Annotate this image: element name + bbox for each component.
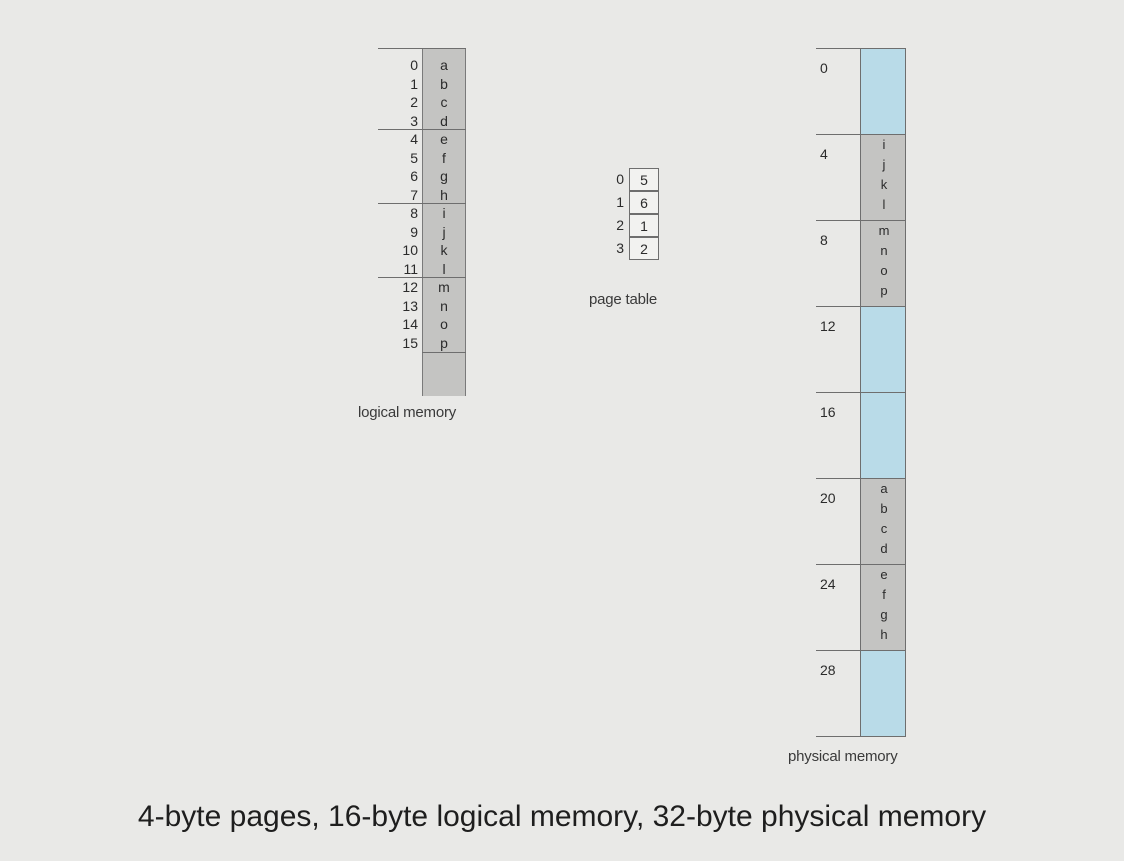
physical-value: a [880,481,888,496]
logical-index: 4 [410,131,418,147]
page-table-index: 0 [616,171,624,187]
logical-index: 5 [410,149,418,166]
physical-value: b [880,501,888,516]
page-table-entry: 1 [629,214,659,237]
logical-value: k [440,242,448,258]
logical-value: n [440,297,448,314]
page-table-entry: 2 [629,237,659,260]
logical-value: l [442,260,446,277]
logical-value: b [440,75,448,92]
physical-frame [860,306,906,392]
physical-address: 16 [820,404,836,420]
logical-value: g [440,168,448,184]
page-boundary-line [378,277,466,278]
physical-value: l [882,197,886,212]
physical-address: 4 [820,146,828,162]
logical-index: 10 [402,242,418,258]
logical-value: j [442,223,446,240]
frame-boundary-line [816,650,906,651]
physical-value: p [880,283,888,298]
logical-memory-index-column: 0 1 2 3 4 5 6 7 8 9 10 11 12 13 14 15 [378,48,422,396]
logical-value: d [440,112,448,129]
physical-value: g [880,607,888,622]
physical-frame [860,48,906,134]
logical-index: 2 [410,94,418,110]
page-table-index: 3 [616,240,624,256]
logical-index: 11 [403,260,418,277]
logical-index: 13 [402,297,418,314]
frame-boundary-line [816,392,906,393]
physical-value: c [880,521,888,536]
frame-boundary-line [816,306,906,307]
physical-value: d [880,541,888,556]
logical-value: p [440,334,448,351]
physical-address: 24 [820,576,836,592]
logical-value: m [438,279,450,295]
physical-value: h [880,627,888,642]
logical-value: f [442,149,446,166]
logical-index: 1 [410,75,418,92]
frame-boundary-line [816,220,906,221]
logical-value: c [440,94,448,110]
frame-boundary-line [816,134,906,135]
physical-value: n [880,243,888,258]
physical-value: f [882,587,886,602]
page-table-index: 2 [616,217,624,233]
physical-frame [860,650,906,736]
physical-address: 20 [820,490,836,506]
page-table-entry: 6 [629,191,659,214]
frame-boundary-line [816,736,906,737]
physical-address: 0 [820,60,828,76]
frame-boundary-line [816,564,906,565]
logical-index: 9 [410,223,418,240]
logical-index: 6 [410,168,418,184]
physical-value: o [880,263,888,278]
frame-boundary-line [816,48,906,49]
physical-value: k [880,177,888,192]
page-table-entry: 5 [629,168,659,191]
page-boundary-line [378,48,466,49]
physical-value: e [880,567,888,582]
logical-value: e [440,131,448,147]
physical-address: 12 [820,318,836,334]
caption: 4-byte pages, 16-byte logical memory, 32… [137,800,987,833]
logical-index: 3 [410,112,418,129]
logical-value: o [440,316,448,332]
physical-memory: 0 i j k l 4 m n o p 8 12 16 a b c d 20 e f g h 24 28 [816,48,908,738]
logical-index: 12 [402,279,418,295]
page-boundary-line [378,203,466,204]
logical-index: 14 [402,316,418,332]
logical-index: 0 [410,57,418,73]
logical-memory-label: logical memory [358,404,457,421]
logical-value: h [440,186,448,203]
physical-address: 8 [820,232,828,248]
page-table-index: 1 [616,194,624,210]
logical-index: 8 [410,205,418,221]
physical-value: j [882,157,886,172]
physical-value: i [882,137,886,152]
logical-index: 15 [402,334,418,351]
logical-value: a [440,57,448,73]
physical-address: 28 [820,662,836,678]
physical-value: m [878,223,890,238]
logical-value: i [442,205,446,221]
logical-index: 7 [410,186,418,203]
page-table-label: page table [589,291,658,308]
physical-memory-label: physical memory [788,748,898,765]
page-boundary-line [422,352,466,353]
frame-boundary-line [816,478,906,479]
physical-frame [860,392,906,478]
page-boundary-line [378,129,466,130]
